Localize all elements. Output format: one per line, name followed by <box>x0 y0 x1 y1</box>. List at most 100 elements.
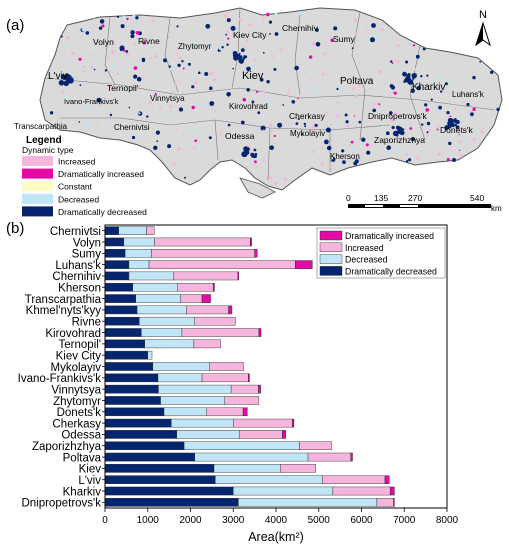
change-patch <box>396 44 400 47</box>
legend-label: Decreased <box>58 194 99 204</box>
bar-segment <box>228 305 233 315</box>
change-patch <box>248 75 252 79</box>
bar-segment <box>248 373 250 383</box>
north-arrow-label: N <box>479 9 487 21</box>
bar-segment <box>141 328 183 337</box>
change-patch <box>96 97 102 103</box>
change-patch <box>213 78 217 82</box>
change-patch <box>66 35 70 40</box>
bar-segment <box>384 475 390 484</box>
change-patch <box>164 115 167 119</box>
panel-a-label: (a) <box>6 17 24 34</box>
change-patch <box>78 57 82 61</box>
bar-segment <box>152 362 210 371</box>
change-patch <box>179 56 182 60</box>
change-patch <box>109 113 113 117</box>
change-patch <box>138 112 141 115</box>
panel-b-label: (b) <box>6 220 24 237</box>
bar-segment <box>213 464 281 473</box>
change-patch <box>366 56 369 59</box>
change-patch <box>448 100 451 103</box>
change-patch <box>268 20 273 24</box>
change-patch <box>428 129 431 132</box>
change-patch <box>167 36 170 39</box>
change-patch <box>405 160 409 163</box>
change-patch <box>354 94 358 98</box>
change-patch <box>451 133 454 137</box>
bar-segment <box>194 452 309 462</box>
change-patch <box>226 18 231 23</box>
change-patch <box>458 55 460 57</box>
bar-segment <box>177 282 214 292</box>
change-patch <box>154 93 157 96</box>
change-patch <box>353 115 355 117</box>
change-patch <box>187 62 191 66</box>
change-patch <box>353 18 358 23</box>
change-patch <box>351 47 354 50</box>
change-patch <box>311 150 315 154</box>
change-patch <box>310 78 314 82</box>
change-patch <box>226 149 229 152</box>
change-patch <box>441 59 444 62</box>
change-patch <box>322 147 324 149</box>
change-patch <box>242 97 247 102</box>
change-patch <box>151 19 155 23</box>
urban-change-patch <box>232 51 238 56</box>
legend-swatch <box>22 193 53 204</box>
bar-segment <box>209 362 244 371</box>
change-patch <box>245 38 249 43</box>
north-arrow: N <box>475 9 491 47</box>
category-label: Ivano-Frankivs'k <box>18 373 102 385</box>
change-patch <box>98 26 103 30</box>
change-patch <box>119 48 123 52</box>
bar-segment <box>376 498 394 507</box>
change-patch <box>463 139 467 142</box>
change-patch <box>303 122 306 126</box>
category-label: Kherson <box>58 283 101 295</box>
change-patch <box>313 89 317 93</box>
chart-legend: Dramatically increased Increased Decreased… <box>316 227 446 279</box>
change-patch <box>411 157 414 160</box>
change-patch <box>333 26 338 31</box>
change-patch <box>154 54 158 58</box>
bar-segment <box>238 498 378 507</box>
legend-swatch <box>22 181 53 192</box>
change-patch <box>420 75 423 78</box>
change-patch <box>49 111 54 115</box>
change-patch <box>405 153 409 156</box>
urban-change-patch <box>454 123 457 127</box>
change-patch <box>396 60 400 64</box>
change-patch <box>247 145 250 147</box>
legend-label: Dramatically decreased <box>58 207 147 217</box>
change-patch <box>262 17 265 20</box>
change-patch <box>407 108 410 110</box>
category-label: Donets'k <box>57 407 102 419</box>
change-patch <box>81 112 83 115</box>
change-patch <box>176 25 179 28</box>
bar-segment <box>233 418 293 428</box>
legend-label: Increased <box>58 157 96 167</box>
change-patch <box>247 23 252 27</box>
bar-segment <box>321 475 386 484</box>
change-patch <box>98 50 101 54</box>
bar-segment <box>237 271 240 281</box>
change-patch <box>111 50 115 54</box>
urban-change-patch <box>60 80 64 83</box>
change-patch <box>322 160 325 162</box>
bar-segment <box>123 237 155 247</box>
region-label: Zhytomyr <box>178 42 212 51</box>
urban-change-patch <box>391 125 395 130</box>
change-patch <box>336 87 339 91</box>
bar-segment <box>258 384 261 394</box>
bar-segment <box>104 271 130 281</box>
change-patch <box>131 135 136 140</box>
change-patch <box>133 43 137 46</box>
change-patch <box>208 43 213 48</box>
change-patch <box>324 111 328 114</box>
change-patch <box>240 48 245 52</box>
change-patch <box>226 30 230 34</box>
map-legend: Legend Dynamic type Increased Dramaticall… <box>22 135 147 217</box>
change-patch <box>297 118 300 120</box>
change-patch <box>352 87 356 91</box>
category-label: Luhans'k <box>55 260 101 272</box>
